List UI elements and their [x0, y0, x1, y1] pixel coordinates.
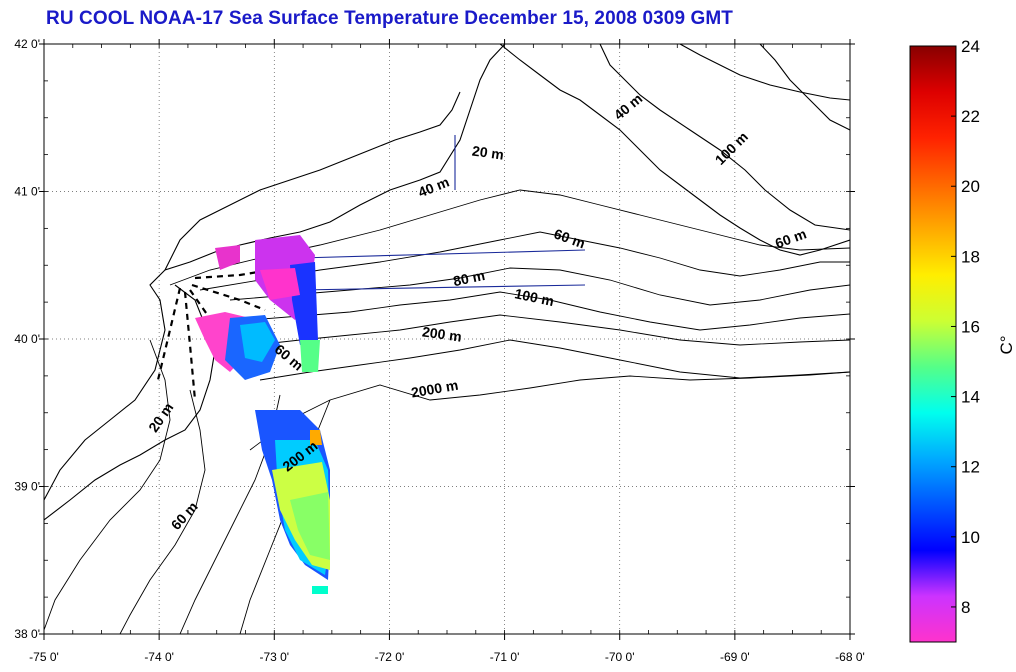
lon-tick-label: -75 0': [29, 650, 59, 664]
colorbar-tick-label: 14: [961, 388, 980, 407]
contour-label: 200 m: [421, 323, 463, 344]
colorbar-unit-label: C°: [997, 335, 1016, 354]
lon-tick-label: -69 0': [720, 650, 750, 664]
lon-tick-label: -70 0': [605, 650, 635, 664]
longitude-axis: -75 0' -74 0' -73 0' -72 0' -71 0' -70 0' -69 …: [29, 39, 865, 664]
lon-tick-label: -73 0': [259, 650, 289, 664]
lat-tick-label: 39 0': [14, 480, 40, 494]
colorbar-ticks: 8 10 12 14 16 18 20 22 24: [951, 37, 980, 617]
map-title: RU COOL NOAA-17 Sea Surface Temperature …: [46, 8, 734, 29]
lon-tick-label: -74 0': [144, 650, 174, 664]
colorbar-tick-label: 8: [961, 598, 970, 617]
contour-label: 80 m: [452, 267, 487, 289]
lat-tick-label: 40 0': [14, 332, 40, 346]
colorbar-tick-label: 18: [961, 247, 980, 266]
lat-tick-label: 42 0': [14, 37, 40, 51]
colorbar-tick-label: 10: [961, 528, 980, 547]
lon-tick-label: -72 0': [375, 650, 405, 664]
colorbar-tick-label: 24: [961, 37, 980, 56]
transect-lines: [299, 135, 586, 291]
colorbar-tick-label: 22: [961, 107, 980, 126]
colorbar-tick-label: 20: [961, 177, 980, 196]
colorbar-tick-label: 16: [961, 317, 980, 336]
dashed-tracks: [156, 268, 271, 401]
colorbar: [909, 45, 957, 643]
lat-tick-label: 41 0': [14, 185, 40, 199]
contour-label: 20 m: [471, 142, 505, 162]
latitude-axis: 42 0' 41 0' 40 0' 39 0' 38 0': [14, 37, 855, 641]
lon-tick-label: -68 0': [835, 650, 865, 664]
lat-tick-label: 38 0': [14, 627, 40, 641]
colorbar-tick-label: 12: [961, 458, 980, 477]
sst-data: [195, 235, 330, 594]
lon-tick-label: -71 0': [490, 650, 520, 664]
